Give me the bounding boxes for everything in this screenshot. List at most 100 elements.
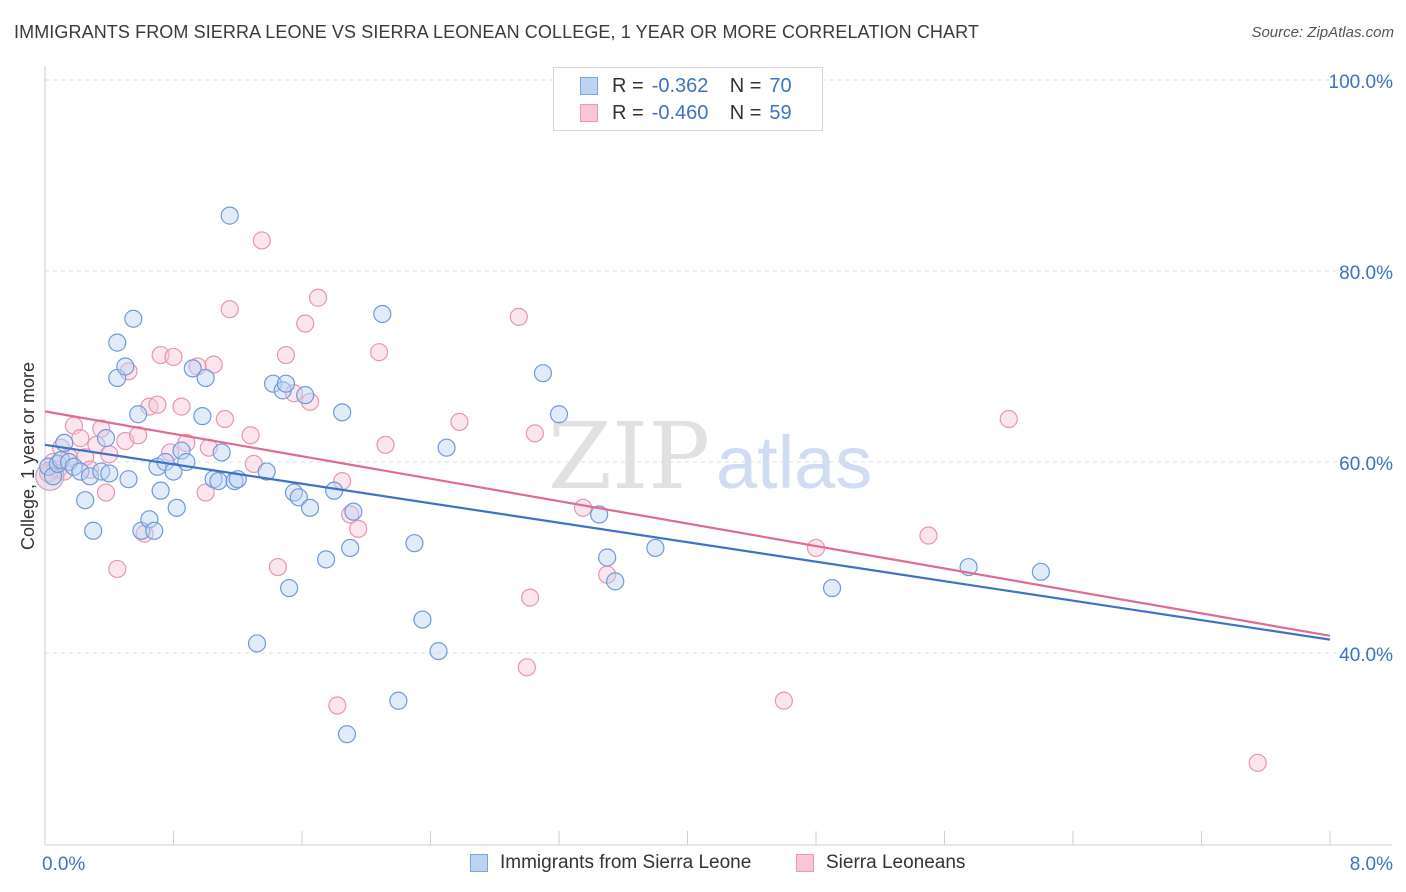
scatter-point (333, 403, 352, 422)
trend-lines (44, 410, 1331, 641)
trend-line-immigrants (44, 443, 1331, 641)
bottom-legend-label-sierra-leoneans: Sierra Leoneans (826, 852, 966, 873)
scatter-point (517, 658, 536, 677)
scatter-point (344, 502, 363, 521)
scatter-point (172, 441, 191, 460)
legend-r-label: R = (612, 74, 644, 97)
legend-row-sierra-leoneans: R = -0.460 N = 59 (554, 100, 792, 126)
legend-n-value: 59 (769, 101, 792, 124)
legend-row-immigrants: R = -0.362 N = 70 (554, 73, 792, 99)
scatter-point (509, 307, 528, 326)
scatter-point (212, 443, 231, 462)
scatter-point (164, 347, 183, 367)
scatter-point (405, 534, 424, 553)
scatter-point (533, 364, 553, 383)
scatter-point (247, 634, 267, 653)
y-tick-label-60: 60.0% (1339, 454, 1393, 475)
legend-swatch-pink (580, 104, 598, 122)
scatter-point (108, 333, 127, 352)
scatter-point (196, 368, 215, 388)
y-axis-label: College, 1 year or more (18, 362, 38, 550)
scatter-point (108, 559, 127, 579)
scatter-point (209, 472, 228, 491)
y-tick-label-40: 40.0% (1339, 645, 1393, 666)
scatter-point (525, 424, 545, 443)
bottom-legend-immigrants: Immigrants from Sierra Leone (470, 852, 751, 874)
scatter-point (598, 548, 617, 567)
scatter-point (140, 510, 159, 529)
axes (44, 66, 1392, 846)
legend-r-value: -0.362 (651, 74, 709, 97)
scatter-point (193, 407, 212, 426)
scatter-point (349, 519, 368, 538)
scatter-point (257, 462, 276, 481)
scatter-point (999, 409, 1018, 429)
scatter-point (590, 505, 609, 524)
scatter-point (80, 467, 100, 486)
scatter-point (316, 550, 336, 569)
scatter-point (1031, 562, 1050, 581)
scatter-point (389, 691, 408, 710)
scatter-point (308, 288, 328, 307)
scatter-point (376, 435, 395, 454)
source-label: Source: ZipAtlas.com (1251, 24, 1394, 41)
y-tick-labels: 40.0% 60.0% 80.0% 100.0% (1329, 72, 1394, 666)
trend-line-sierra-leoneans (44, 410, 1331, 637)
scatter-point (96, 429, 116, 448)
scatter-point (148, 395, 167, 414)
scatter-point (822, 578, 842, 598)
scatter-point (450, 412, 469, 431)
correlation-legend: R = -0.362 N = 70 R = -0.460 N = 59 (553, 67, 823, 131)
bottom-legend-swatch-pink (796, 854, 814, 872)
scatter-point (276, 374, 296, 393)
scatter-point (268, 557, 288, 577)
scatter-point (289, 488, 308, 507)
scatter-point (204, 355, 223, 374)
scatter-point (145, 521, 164, 540)
scatter-point (172, 397, 191, 416)
legend-r-value: -0.460 (651, 101, 709, 124)
series-sierra-leoneans-points (35, 231, 1267, 772)
scatter-point (300, 498, 320, 517)
scatter-point (341, 505, 360, 524)
scatter-point (196, 483, 215, 502)
zipatlas-watermark: ZIP atlas (548, 403, 872, 510)
x-tick-labels: 0.0% 8.0% (42, 854, 1393, 875)
scatter-point (1248, 753, 1267, 772)
scatter-point (429, 641, 448, 661)
scatter-point (116, 357, 135, 376)
bottom-legend-swatch-blue (470, 854, 488, 872)
scatter-point (919, 526, 938, 545)
scatter-point (341, 538, 360, 558)
scatter-point (328, 696, 347, 715)
scatter-point (92, 419, 111, 438)
scatter-point (437, 438, 456, 457)
legend-n-value: 70 (769, 74, 792, 97)
scatter-point (124, 309, 143, 328)
scatter-point (241, 426, 260, 445)
chart-title: IMMIGRANTS FROM SIERRA LEONE VS SIERRA L… (14, 22, 979, 42)
scatter-point (276, 345, 296, 365)
scatter-point (549, 405, 569, 424)
bottom-legend-sierra-leoneans: Sierra Leoneans (796, 852, 965, 874)
y-tick-label-100: 100.0% (1329, 72, 1394, 93)
scatter-point (774, 691, 793, 710)
scatter-point (76, 491, 95, 510)
scatter-point (606, 572, 625, 591)
y-tick-label-80: 80.0% (1339, 263, 1393, 284)
scatter-point (296, 386, 315, 405)
scatter-point (96, 483, 116, 502)
scatter-point (220, 300, 239, 319)
x-tick-label-max: 8.0% (1350, 854, 1393, 875)
scatter-point (280, 578, 299, 598)
scatter-point (646, 538, 665, 558)
bottom-legend-label-immigrants: Immigrants from Sierra Leone (500, 852, 752, 873)
scatter-point (39, 464, 58, 483)
scatter-point (161, 443, 180, 462)
scatter-point (167, 498, 186, 517)
watermark-zip: ZIP (548, 403, 710, 510)
scatter-point (296, 314, 315, 333)
legend-swatch-blue (580, 77, 598, 95)
scatter-point (129, 405, 148, 424)
